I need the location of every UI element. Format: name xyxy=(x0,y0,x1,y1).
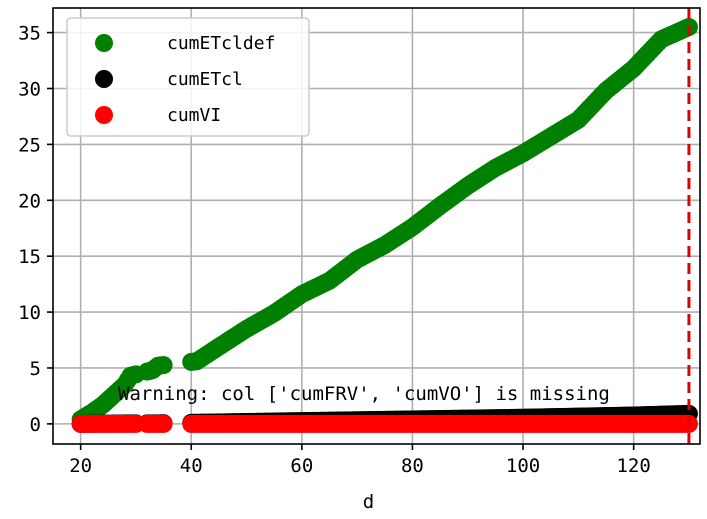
legend-marker xyxy=(95,34,113,52)
legend-entry-label: cumETcl xyxy=(167,69,243,90)
axes-layer: 20 40 60 80 100 120 0 5 10 15 20 25 30 35 xyxy=(18,7,701,477)
y-tick-label: 30 xyxy=(18,78,41,100)
grid-layer xyxy=(53,8,700,444)
x-tick-label: 20 xyxy=(69,455,92,477)
x-axis-label: d xyxy=(363,491,374,513)
x-tick-label: 120 xyxy=(616,455,650,477)
y-tick-label: 5 xyxy=(30,358,41,380)
series-cumVI xyxy=(71,414,698,433)
y-tick-label: 15 xyxy=(18,246,41,268)
warning-annotation: Warning: col ['cumFRV', 'cumVO'] is miss… xyxy=(118,383,610,405)
series-layer xyxy=(71,18,698,433)
data-point xyxy=(154,356,173,375)
x-tick-label: 60 xyxy=(290,455,313,477)
y-tick-label: 25 xyxy=(18,134,41,156)
y-tick-label: 0 xyxy=(30,414,41,436)
x-tick-label: 40 xyxy=(180,455,203,477)
legend-marker xyxy=(95,106,113,124)
y-tick-label: 35 xyxy=(18,23,41,45)
legend: cumETcldef cumETcl cumVI xyxy=(66,17,310,137)
x-tick-label: 100 xyxy=(506,455,540,477)
legend-entry-label: cumVI xyxy=(167,105,221,126)
legend-marker xyxy=(95,70,113,88)
y-tick-label: 10 xyxy=(18,302,41,324)
data-point xyxy=(154,414,173,433)
y-tick-label: 20 xyxy=(18,190,41,212)
legend-entry-label: cumETcldef xyxy=(167,33,275,54)
x-tick-label: 80 xyxy=(401,455,424,477)
series-cumETcldef xyxy=(71,18,698,429)
legend-box xyxy=(66,17,310,137)
plot-frame xyxy=(52,7,701,445)
